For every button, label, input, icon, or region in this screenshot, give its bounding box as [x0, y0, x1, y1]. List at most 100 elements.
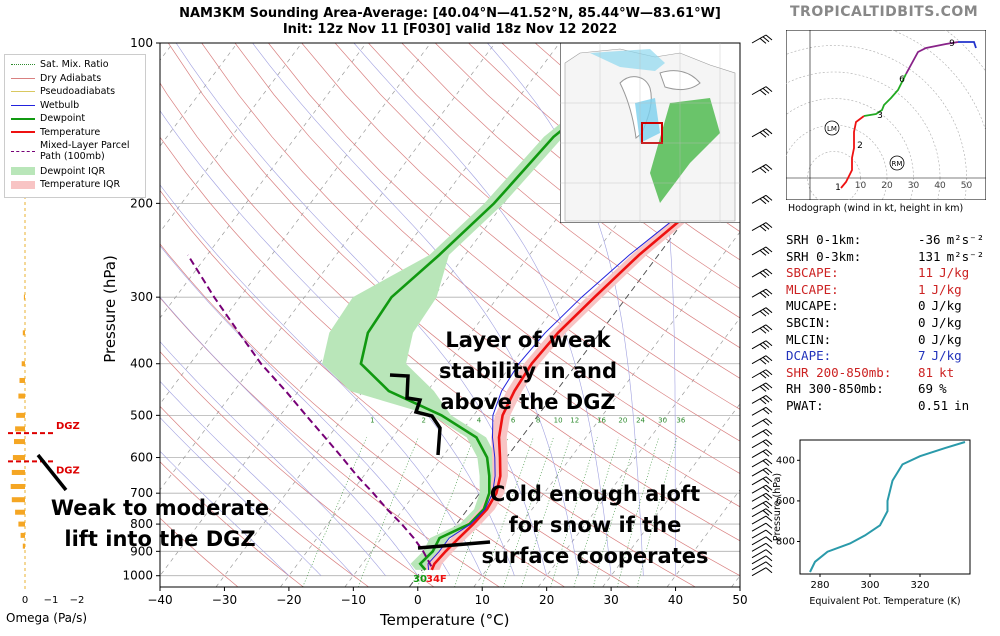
moist-adiabat — [487, 43, 644, 576]
omega-bar — [16, 412, 25, 418]
legend-item: Dewpoint — [11, 113, 85, 124]
theta-e-plot: 280 300 320 400 600 800 Equivalent Pot. Temper… — [772, 439, 971, 607]
wind-barb-flag — [759, 310, 767, 317]
parameter-unit: J/kg — [931, 314, 962, 330]
wind-barb-flag — [765, 355, 773, 362]
legend-label: Dewpoint — [40, 113, 86, 124]
mixing-ratio-label: 20 — [618, 416, 627, 424]
hodograph: 10203040506012369LMRM — [786, 30, 986, 200]
theta-e-y-tick-label: 600 — [776, 496, 795, 507]
omega-bar — [14, 439, 25, 445]
parameter-unit: J/kg — [931, 281, 962, 297]
wind-barb-flag — [765, 536, 773, 543]
y-tick-label: 200 — [130, 196, 153, 210]
parameter-row: SHR 200-850mb: 81 kt — [786, 365, 1000, 382]
wind-barb-flag — [762, 248, 770, 255]
theta-e-x-label: Equivalent Pot. Temperature (K) — [809, 596, 960, 607]
wind-barb — [751, 395, 767, 404]
theta-e-line — [809, 441, 966, 573]
annotation-weak-stability: Layer of weak stability in and above the… — [439, 328, 617, 414]
mixing-ratio-label: 30 — [658, 416, 667, 424]
legend-item: Mixed-Layer Parcel Path (100mb) — [11, 140, 130, 162]
x-tick-label: −40 — [147, 593, 172, 607]
wind-barb-flag — [762, 430, 770, 437]
isotherm — [602, 403, 740, 587]
wind-barb-flag — [762, 36, 770, 43]
wind-barb — [751, 529, 767, 539]
mixing-ratio-line — [481, 437, 534, 587]
wind-barb — [751, 500, 767, 510]
theta-e-x-tick-label: 320 — [910, 580, 929, 591]
parameter-unit: J/kg — [939, 265, 970, 281]
wind-barb-flag — [762, 494, 770, 501]
legend-label: Wetbulb — [40, 99, 80, 111]
omega-bar — [22, 543, 25, 549]
moist-adiabat — [160, 245, 451, 576]
mixing-ratio-label: 36 — [676, 416, 685, 424]
dry-adiabat — [160, 243, 565, 587]
lift-pointer — [36, 453, 68, 492]
legend-label: Temperature IQR — [40, 179, 121, 190]
x-tick-label: 20 — [539, 593, 554, 607]
moist-adiabat — [353, 43, 612, 576]
mixing-ratio-label: 16 — [597, 416, 606, 424]
parameter-name: SRH 0-3km: — [786, 248, 862, 264]
dry-adiabat — [434, 43, 740, 290]
wind-barb-flag — [765, 395, 773, 401]
wind-barb — [751, 164, 767, 173]
x-tick-label: 50 — [732, 593, 747, 607]
legend-swatch — [11, 64, 35, 65]
surface-temp-label: 34F — [426, 574, 447, 585]
wind-barb-flag — [765, 467, 773, 474]
stability-bracket — [389, 373, 442, 456]
wind-barb — [751, 522, 767, 532]
hodo-ring-label: 10 — [855, 181, 867, 191]
legend-swatch — [11, 131, 35, 133]
dry-adiabat — [160, 405, 369, 587]
parameter-row: SBCIN: 0 J/kg — [786, 315, 1000, 332]
wind-barb-flag — [765, 439, 773, 446]
hodo-trace — [840, 115, 865, 189]
parameter-value: 1 — [918, 281, 926, 297]
legend-swatch — [11, 150, 35, 152]
legend-label: Sat. Mix. Ratio — [40, 59, 109, 70]
parameter-value: 7 — [918, 348, 926, 364]
wind-barb — [751, 86, 767, 96]
theta-e-y-label: Pressure (hPa) — [772, 473, 783, 541]
isotherm — [408, 145, 740, 587]
parameter-name: SBCAPE: — [786, 265, 839, 281]
skewt-axes: 30 34F−40 −30 −20 −10 0 10 20 30 40 50100200300400… — [122, 36, 747, 607]
y-tick-label: 800 — [130, 517, 153, 531]
wind-barb-flag — [765, 515, 773, 522]
annotation-weak-lift: Weak to moderate lift into the DGZ — [50, 496, 270, 551]
parameter-row: SBCAPE: 11 J/kg — [786, 265, 1000, 282]
wind-barb-flag — [762, 441, 770, 447]
omega-bar — [18, 521, 25, 527]
legend-item: Temperature IQR — [11, 179, 120, 190]
omega-tick-label: −1 — [44, 595, 59, 606]
wind-barb — [751, 492, 767, 502]
inset-map — [560, 43, 740, 223]
omega-bar — [23, 294, 25, 300]
dry-adiabat — [160, 82, 740, 577]
wind-barb — [751, 467, 767, 477]
x-tick-label: 10 — [475, 593, 490, 607]
parameter-unit: m²s⁻² — [946, 248, 985, 264]
legend-box: Sat. Mix. Ratio Dry Adiabats Pseudoadiabat… — [4, 54, 146, 198]
omega-bar — [10, 483, 25, 489]
parameter-row: DCAPE: 7 J/kg — [786, 348, 1000, 365]
wind-barb-flag — [759, 327, 767, 334]
moist-adiabat — [160, 341, 386, 576]
hodo-height-label: 3 — [877, 111, 883, 121]
x-tick-label: −30 — [212, 593, 237, 607]
wind-barbs — [751, 34, 773, 577]
wind-barb — [751, 406, 767, 416]
wind-barb — [751, 508, 767, 518]
parameter-value: 0 — [918, 314, 926, 330]
moist-adiabat — [160, 380, 354, 576]
mixing-ratio-line — [636, 437, 678, 587]
wind-barb-flag — [762, 478, 770, 484]
wind-barb — [751, 194, 767, 204]
y-tick-label: 500 — [130, 408, 153, 422]
legend-swatch — [11, 117, 35, 120]
